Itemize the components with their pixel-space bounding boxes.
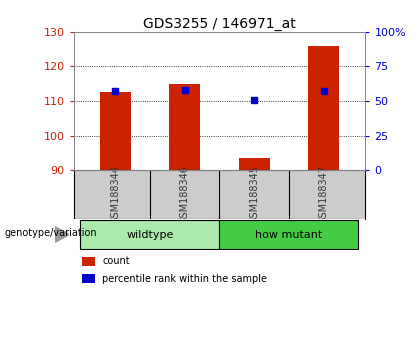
FancyBboxPatch shape xyxy=(220,220,358,249)
Text: wildtype: wildtype xyxy=(126,229,173,240)
Bar xyxy=(82,257,95,266)
Text: GSM188347: GSM188347 xyxy=(319,165,329,224)
FancyBboxPatch shape xyxy=(81,220,220,249)
Text: how mutant: how mutant xyxy=(255,229,323,240)
Bar xyxy=(82,274,95,283)
Bar xyxy=(169,84,200,170)
Text: percentile rank within the sample: percentile rank within the sample xyxy=(102,274,268,284)
Text: count: count xyxy=(102,256,130,266)
Text: genotype/variation: genotype/variation xyxy=(4,228,97,238)
Bar xyxy=(239,158,270,170)
Text: GSM188345: GSM188345 xyxy=(249,165,259,224)
Bar xyxy=(100,92,131,170)
Polygon shape xyxy=(55,227,69,242)
Bar xyxy=(308,46,339,170)
Text: GSM188344: GSM188344 xyxy=(110,165,120,224)
Text: GSM188346: GSM188346 xyxy=(180,165,190,224)
Title: GDS3255 / 146971_at: GDS3255 / 146971_at xyxy=(143,17,296,31)
